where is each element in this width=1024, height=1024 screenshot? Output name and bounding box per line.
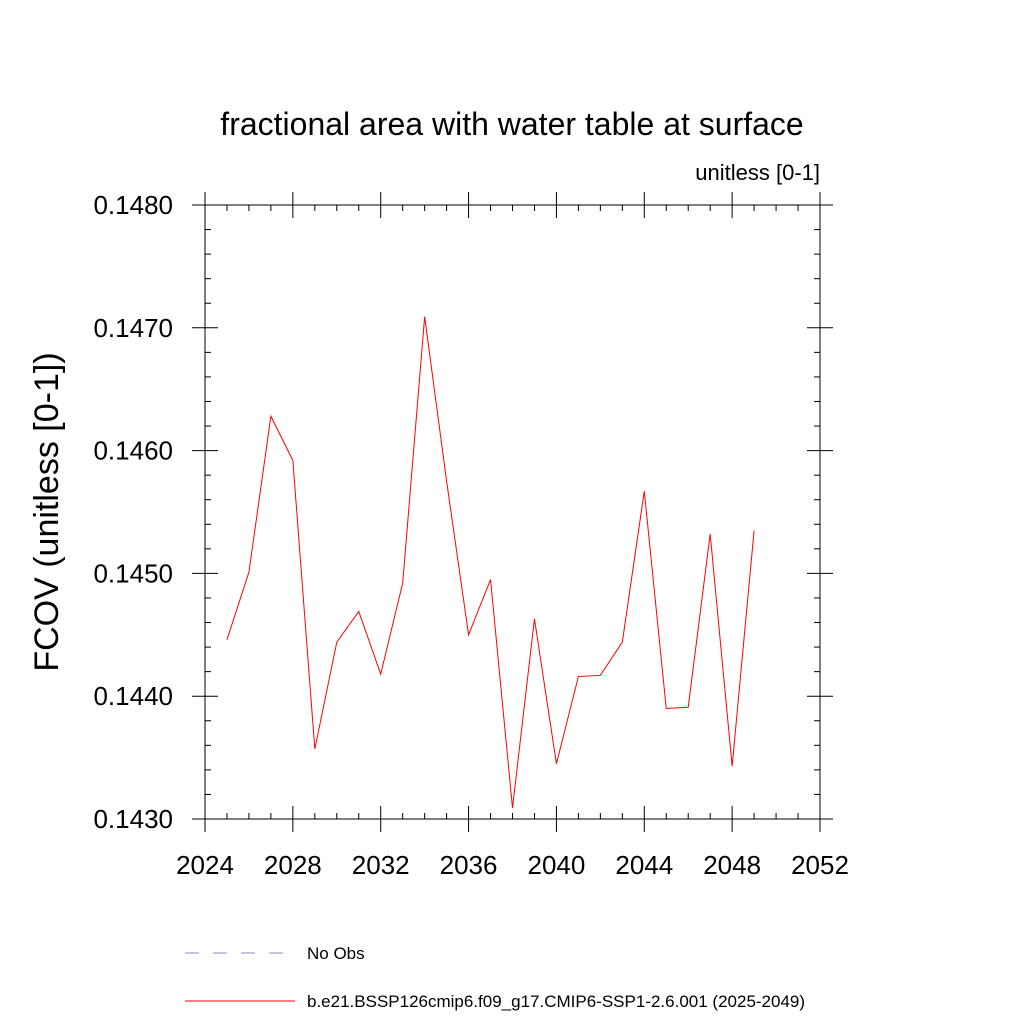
legend: No Obs b.e21.BSSP126cmip6.f09_g17.CMIP6-… xyxy=(185,944,805,1011)
x-tick-label: 2052 xyxy=(791,850,849,880)
x-tick-label: 2036 xyxy=(440,850,498,880)
legend-no-obs-label: No Obs xyxy=(307,944,365,963)
y-tick-label: 0.1470 xyxy=(93,313,173,343)
y-tick-label: 0.1430 xyxy=(93,804,173,834)
chart-title: fractional area with water table at surf… xyxy=(220,106,803,142)
units-label: unitless [0-1] xyxy=(695,160,820,185)
x-tick-label: 2028 xyxy=(264,850,322,880)
y-tick-label: 0.1480 xyxy=(93,190,173,220)
y-tick-label: 0.1450 xyxy=(93,558,173,588)
x-tick-label: 2024 xyxy=(176,850,234,880)
x-tick-label: 2032 xyxy=(352,850,410,880)
legend-series-label: b.e21.BSSP126cmip6.f09_g17.CMIP6-SSP1-2.… xyxy=(307,992,805,1011)
series-layer xyxy=(226,316,755,809)
series-line-0 xyxy=(226,316,755,809)
x-tick-label: 2044 xyxy=(615,850,673,880)
y-tick-label: 0.1460 xyxy=(93,436,173,466)
x-tick-label: 2040 xyxy=(528,850,586,880)
x-tick-label: 2048 xyxy=(703,850,761,880)
y-tick-label: 0.1440 xyxy=(93,681,173,711)
axes: 2024 2028 2032 2036 2040 2044 2048 2052 0.1430 0.… xyxy=(93,190,848,880)
y-axis-label: FCOV (unitless [0-1]) xyxy=(28,352,66,671)
